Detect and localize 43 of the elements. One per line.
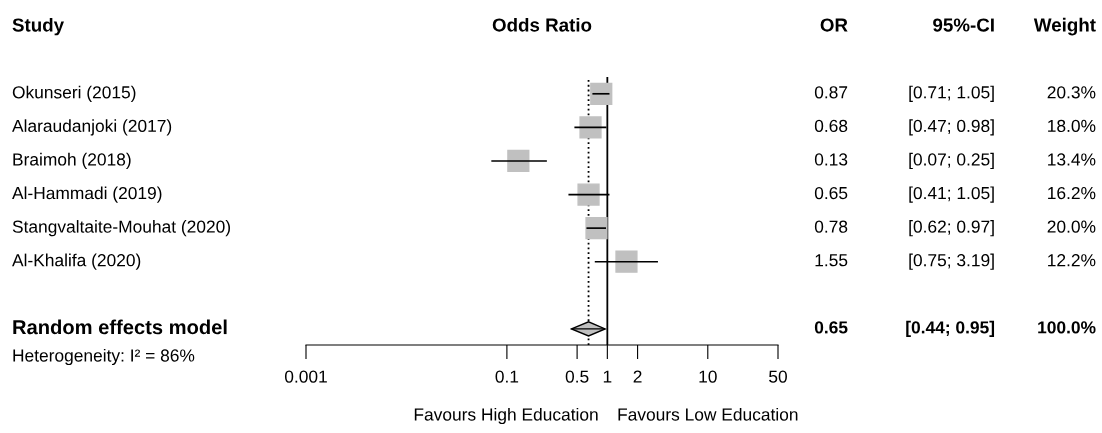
data-label: 1.55 — [815, 254, 848, 267]
y-tick-label: Al-Khalifa (2020) — [12, 253, 141, 270]
x-tick-label: 10 — [699, 370, 717, 383]
text: 13.4% — [1048, 153, 1096, 166]
data-label: 0.78 — [814, 220, 848, 233]
text: [0.75; 3.19] — [909, 253, 994, 270]
text: Favours High Education — [414, 407, 598, 425]
text: Study — [12, 17, 64, 36]
x-tick-label: 0.1 — [495, 370, 519, 383]
text: 100.0% — [1038, 321, 1096, 334]
data-label: 0.13 — [814, 153, 848, 166]
data-label: 0.87 — [814, 86, 848, 99]
data-label: 0.68 — [814, 119, 848, 133]
text: 16.2% — [1048, 186, 1096, 200]
text: OR — [820, 18, 848, 32]
x-tick-label: 0.5 — [565, 370, 589, 383]
text: [0.41; 1.05] — [909, 186, 994, 203]
text: 95%-CI — [933, 18, 994, 32]
x-tick-label: 0.001 — [284, 370, 327, 383]
y-tick-label: Random effects model — [13, 319, 227, 335]
y-tick-label: Alaraudanjoki (2017) — [12, 119, 172, 136]
text: 12.2% — [1048, 254, 1096, 267]
x-tick-label: 1 — [603, 370, 612, 383]
text: 0.65 — [814, 321, 848, 334]
chart-title: Odds Ratio — [492, 17, 592, 32]
text: [0.44; 0.95] — [906, 320, 995, 337]
text: [0.07; 0.25] — [909, 152, 994, 170]
y-tick-label: Al-Hammadi (2019) — [12, 186, 162, 203]
x-tick-label: 2 — [633, 370, 642, 383]
text: 20.3% — [1047, 86, 1096, 99]
data-label: 0.65 — [814, 186, 848, 200]
text: [0.62; 0.97] — [909, 220, 994, 237]
text: 18.0% — [1048, 119, 1096, 133]
y-tick-label: Braimoh (2018) — [13, 152, 131, 170]
y-tick-label: Stangvaltaite-Mouhat (2020) — [12, 220, 230, 237]
text: [0.47; 0.98] — [909, 119, 994, 136]
text: [0.71; 1.05] — [909, 85, 994, 102]
text: Weight — [1033, 17, 1096, 36]
y-tick-label: Okunseri (2015) — [12, 85, 136, 102]
text: Favours Low Education — [618, 407, 798, 421]
x-tick-label: 50 — [769, 370, 787, 383]
text: Heterogeneity: I² = 86% — [13, 348, 195, 366]
text: 20.0% — [1047, 220, 1096, 233]
